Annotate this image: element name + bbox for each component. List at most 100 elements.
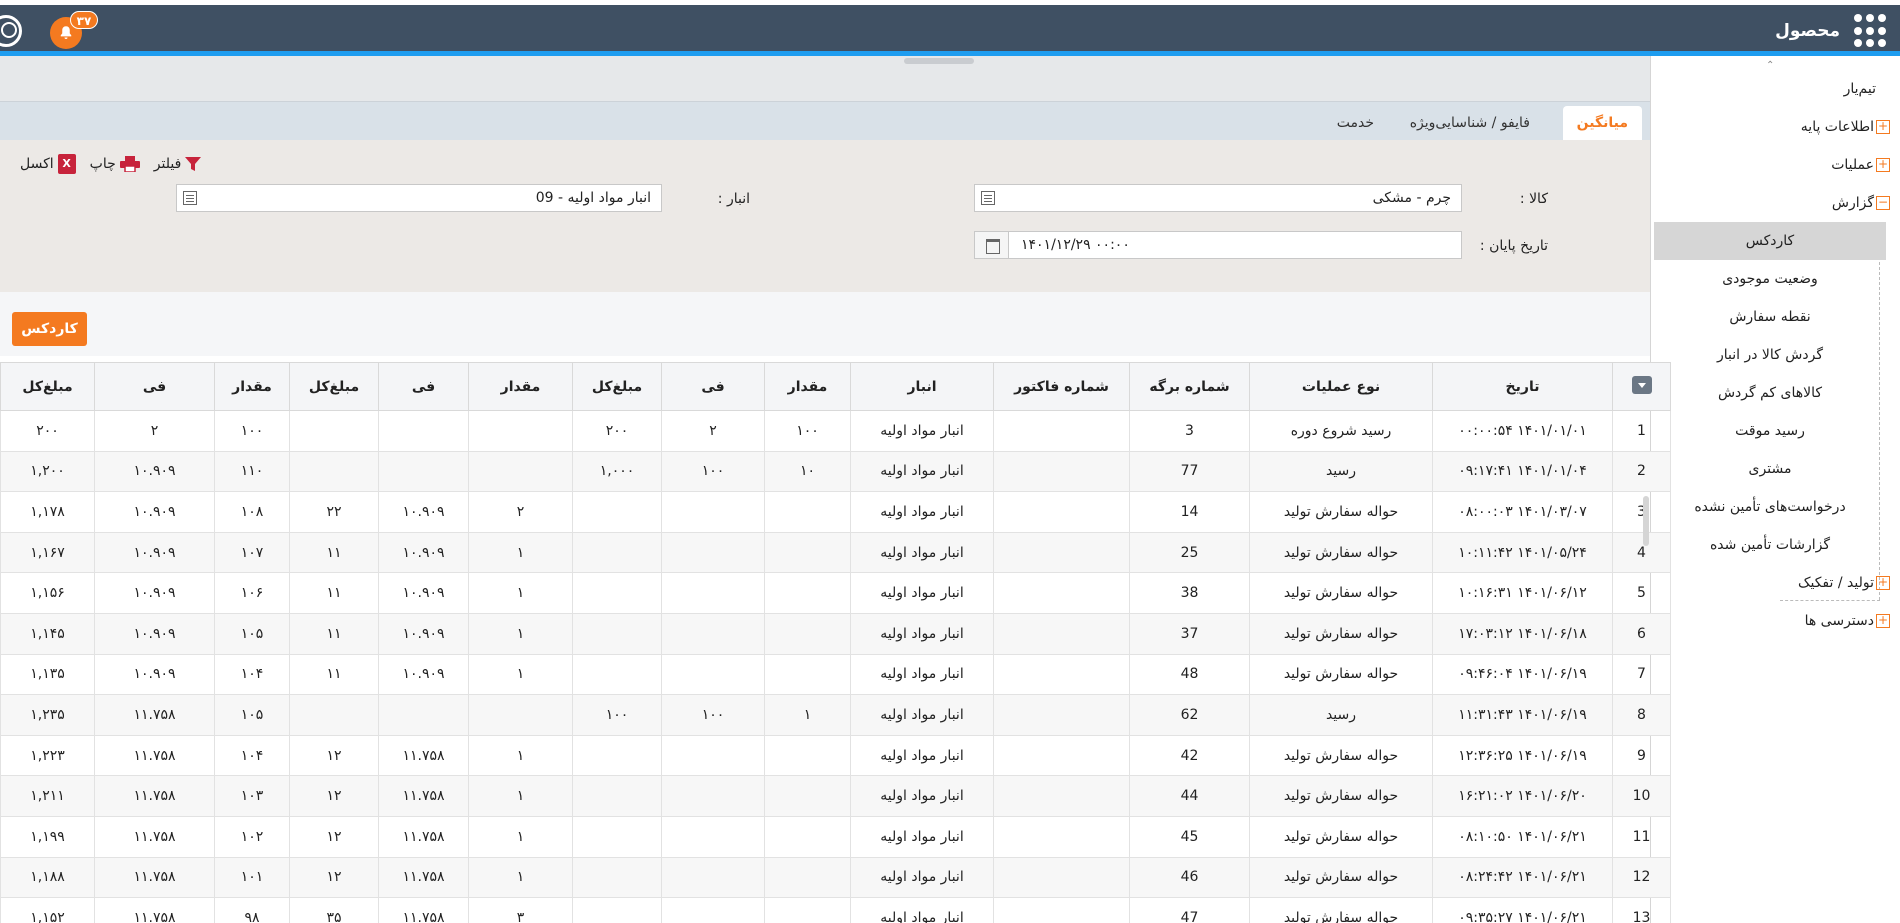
sidebar-subitem-customer[interactable]: مشتری [1654, 450, 1886, 488]
sidebar-item-base-info[interactable]: + اطلاعات پایه [1654, 108, 1890, 146]
document-number-cell[interactable]: 48 [1129, 653, 1250, 696]
table-row[interactable]: 13 ۱۴۰۱/۰۶/۲۱ ۰۹:۳۵:۲۷ حواله سفارش تولید 47… [0, 897, 1671, 923]
expand-icon[interactable]: + [1876, 575, 1890, 590]
document-number-cell[interactable]: 62 [1129, 694, 1250, 736]
lookup-icon[interactable] [183, 191, 197, 205]
table-row[interactable]: 9 ۱۴۰۱/۰۶/۱۹ ۱۲:۳۶:۲۵ حواله سفارش تولید 42 ا… [0, 734, 1671, 777]
sidebar-subitem-label: درخواست‌های تأمین نشده [1694, 499, 1846, 515]
expand-icon[interactable]: + [1876, 613, 1890, 628]
sidebar-subitem-fulfilled-reports[interactable]: گزارشات تأمین شده [1654, 526, 1886, 564]
document-number-cell[interactable]: 25 [1129, 531, 1250, 574]
column-menu-icon[interactable] [1631, 375, 1652, 394]
apps-grid-icon[interactable] [1852, 14, 1886, 48]
header-warehouse[interactable]: انبار [850, 362, 994, 411]
sidebar-subitem-kardex[interactable]: کاردکس [1654, 222, 1886, 260]
filter-button[interactable]: فیلتر [154, 156, 202, 172]
table-row[interactable]: 8 ۱۴۰۱/۰۶/۱۹ ۱۱:۳۱:۴۳ رسید 62 انبار مواد اول… [0, 694, 1671, 736]
date-cell: ۱۴۰۱/۰۱/۰۴ ۰۹:۱۷:۴۱ [1432, 450, 1613, 493]
sidebar-item-production[interactable]: + تولید / تفکیک [1654, 564, 1890, 602]
tab-fifo[interactable]: فایفو / شناسایی‌ویژه [1409, 115, 1530, 131]
balance-total-cell: ۱,۱۴۵ [0, 612, 95, 655]
sidebar-subitem-temp-receipt[interactable]: رسید موقت [1654, 412, 1886, 450]
in-unit-price-cell [661, 612, 765, 655]
scroll-up-icon[interactable]: ⌃ [1766, 60, 1775, 71]
header-balance-unit-price[interactable]: فی [94, 362, 215, 411]
warehouse-field[interactable]: انبار مواد اولیه - 09 [176, 184, 662, 212]
table-row[interactable]: 6 ۱۴۰۱/۰۶/۱۸ ۱۷:۰۳:۱۲ حواله سفارش تولید 37 ا… [0, 612, 1671, 655]
in-total-cell [572, 734, 662, 777]
kardex-button[interactable]: کاردکس [12, 312, 87, 346]
document-number-cell[interactable]: 37 [1129, 612, 1250, 655]
in-quantity-cell [764, 491, 851, 533]
document-number-cell[interactable]: 42 [1129, 734, 1250, 777]
collapse-band [0, 56, 1650, 102]
balance-quantity-cell: ۱۰۵ [214, 612, 290, 655]
table-row[interactable]: 2 ۱۴۰۱/۰۱/۰۴ ۰۹:۱۷:۴۱ رسید 77 انبار مواد اول… [0, 450, 1671, 493]
header-in-quantity[interactable]: مقدار [764, 362, 851, 411]
header-in-unit-price[interactable]: فی [661, 362, 765, 411]
product-field[interactable]: چرم - مشکی [974, 184, 1462, 212]
tab-average[interactable]: میانگین [1562, 106, 1642, 140]
balance-total-cell: ۱,۲۳۵ [0, 694, 95, 736]
header-in-total[interactable]: مبلغ‌کل [572, 362, 662, 411]
document-number-cell[interactable]: 3 [1129, 410, 1250, 452]
brand[interactable]: محصول [1775, 13, 1886, 49]
table-row[interactable]: 10 ۱۴۰۱/۰۶/۲۰ ۱۶:۲۱:۰۲ حواله سفارش تولید 44… [0, 775, 1671, 817]
calendar-icon[interactable] [975, 232, 1009, 258]
lookup-icon[interactable] [981, 191, 995, 205]
column-options-header[interactable] [1612, 362, 1671, 411]
header-out-total[interactable]: مبلغ‌کل [289, 362, 379, 411]
document-number-cell[interactable]: 38 [1129, 572, 1250, 614]
product-label: کالا : [1519, 191, 1548, 207]
sidebar-item-operations[interactable]: + عملیات [1654, 146, 1890, 184]
header-out-unit-price[interactable]: فی [378, 362, 469, 411]
document-number-cell[interactable]: 14 [1129, 491, 1250, 533]
user-avatar-icon[interactable] [0, 15, 22, 47]
print-button[interactable]: چاپ [90, 156, 140, 172]
operation-type-cell: حواله سفارش تولید [1249, 531, 1433, 574]
collapse-icon[interactable]: − [1876, 195, 1890, 210]
header-balance-quantity[interactable]: مقدار [214, 362, 290, 411]
sidebar-subitem-inventory-status[interactable]: وضعیت موجودی [1654, 260, 1886, 298]
sidebar-subitem-slow-moving[interactable]: کالاهای کم گردش [1654, 374, 1886, 412]
sidebar-item-label: گزارش [1831, 195, 1874, 211]
header-invoice-number[interactable]: شماره فاکتور [993, 362, 1130, 411]
balance-total-cell: ۲۰۰ [0, 410, 95, 452]
header-operation-type[interactable]: نوع عملیات [1249, 362, 1433, 411]
table-row[interactable]: 12 ۱۴۰۱/۰۶/۲۱ ۰۸:۲۴:۴۲ حواله سفارش تولید 46… [0, 856, 1671, 899]
sidebar-item-access[interactable]: + دسترسی ها [1654, 602, 1890, 640]
excel-button[interactable]: اکسل X [20, 154, 76, 174]
document-number-cell[interactable]: 77 [1129, 450, 1250, 493]
header-document-number[interactable]: شماره برگه [1129, 362, 1250, 411]
main-content: میانگین فایفو / شناسایی‌ویژه خدمت اکسل X… [0, 56, 1671, 923]
table-row[interactable]: 11 ۱۴۰۱/۰۶/۲۱ ۰۸:۱۰:۵۰ حواله سفارش تولید 45… [0, 815, 1671, 858]
header-date[interactable]: تاریخ [1432, 362, 1613, 411]
vertical-scrollbar[interactable] [1643, 496, 1649, 546]
document-number-cell[interactable]: 47 [1129, 897, 1250, 923]
expand-icon[interactable]: + [1876, 157, 1890, 172]
resize-handle[interactable] [904, 58, 974, 64]
table-row[interactable]: 7 ۱۴۰۱/۰۶/۱۹ ۰۹:۴۶:۰۴ حواله سفارش تولید 48 ا… [0, 653, 1671, 696]
table-row[interactable]: 5 ۱۴۰۱/۰۶/۱۲ ۱۰:۱۶:۳۱ حواله سفارش تولید 38 ا… [0, 572, 1671, 614]
document-number-cell[interactable]: 44 [1129, 775, 1250, 817]
document-number-cell[interactable]: 45 [1129, 815, 1250, 858]
header-balance-total[interactable]: مبلغ‌کل [0, 362, 95, 411]
end-date-value: ۱۴۰۱/۱۲/۲۹ ۰۰:۰۰ [1021, 237, 1130, 253]
row-number: 3 [1612, 491, 1671, 533]
tab-service[interactable]: خدمت [1336, 115, 1374, 131]
out-quantity-cell: ۱ [468, 653, 573, 696]
table-row[interactable]: 3 ۱۴۰۱/۰۳/۰۷ ۰۸:۰۰:۰۳ حواله سفارش تولید 14 ا… [0, 491, 1671, 533]
end-date-field[interactable]: ۱۴۰۱/۱۲/۲۹ ۰۰:۰۰ [974, 231, 1462, 259]
sidebar-subitem-warehouse-turnover[interactable]: گردش کالا در انبار [1654, 336, 1886, 374]
table-row[interactable]: 1 ۱۴۰۱/۰۱/۰۱ ۰۰:۰۰:۵۴ رسید شروع دوره 3 انبار… [0, 410, 1671, 452]
header-out-quantity[interactable]: مقدار [468, 362, 573, 411]
table-row[interactable]: 4 ۱۴۰۱/۰۵/۲۴ ۱۰:۱۱:۴۲ حواله سفارش تولید 25 ا… [0, 531, 1671, 574]
sidebar-subitem-unfulfilled-requests[interactable]: درخواست‌های تأمین نشده [1654, 488, 1886, 526]
filter-icon [185, 157, 202, 171]
in-quantity-cell: ۱۰۰ [764, 410, 851, 452]
document-number-cell[interactable]: 46 [1129, 856, 1250, 899]
expand-icon[interactable]: + [1876, 119, 1890, 134]
sidebar-item-reports[interactable]: − گزارش [1654, 184, 1890, 222]
sidebar-subitem-reorder-point[interactable]: نقطه سفارش [1654, 298, 1886, 336]
sidebar-item-teamyar[interactable]: تیم‌یار [1654, 70, 1890, 108]
